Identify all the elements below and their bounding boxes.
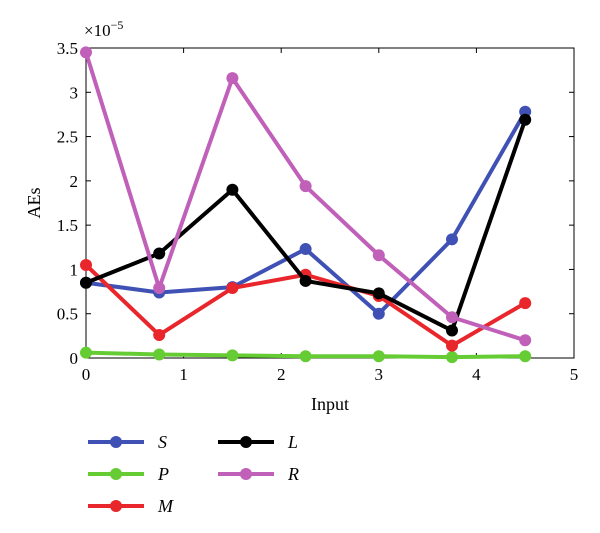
data-point-L <box>226 183 239 196</box>
legend-item-P: P <box>88 464 169 484</box>
data-point-P <box>372 350 385 363</box>
data-point-R <box>80 46 92 59</box>
series-L <box>80 113 532 337</box>
data-point-S <box>372 307 385 320</box>
y-tick-label: 2 <box>70 172 79 191</box>
legend-label: R <box>287 464 299 484</box>
y-tick-label: 0.5 <box>57 305 78 324</box>
data-point-M <box>80 259 92 271</box>
data-point-R <box>519 334 532 347</box>
legend-label: P <box>157 464 169 484</box>
data-point-M <box>226 282 239 295</box>
legend-label: M <box>157 496 174 516</box>
data-point-L <box>519 113 532 126</box>
data-point-R <box>299 180 312 193</box>
data-point-M <box>446 339 458 352</box>
x-tick-label: 0 <box>82 365 91 384</box>
data-point-R <box>226 72 239 85</box>
legend-label: S <box>158 432 167 452</box>
legend-swatch-marker <box>240 468 252 480</box>
legend: SPM LR <box>88 432 299 516</box>
legend-item-M: M <box>88 496 174 516</box>
y-axis-title: AEs <box>24 188 44 219</box>
y-tick-label: 0 <box>70 349 79 368</box>
series-P <box>80 346 532 364</box>
data-point-L <box>446 324 458 337</box>
data-point-L <box>153 247 166 260</box>
legend-item-L: L <box>218 432 298 452</box>
y-tick-label: 2.5 <box>57 128 78 147</box>
x-tick-label: 5 <box>570 365 579 384</box>
data-point-M <box>153 328 166 341</box>
x-tick-label: 4 <box>472 365 481 384</box>
y-tick-label: 1.5 <box>57 216 78 235</box>
data-point-R <box>372 249 385 262</box>
legend-swatch-marker <box>110 468 122 480</box>
y-tick-label: 3 <box>70 83 79 102</box>
data-point-P <box>80 346 92 359</box>
y-axis: 0 0.5 1 1.5 2 2.5 3 3.5 <box>57 39 574 368</box>
x-tick-label: 2 <box>277 365 286 384</box>
data-point-P <box>446 351 458 364</box>
data-point-S <box>446 233 458 246</box>
data-point-P <box>153 348 166 361</box>
y-tick-label: 1 <box>70 260 79 279</box>
series-layer <box>80 46 532 364</box>
x-axis-title: Input <box>311 394 349 414</box>
data-point-L <box>80 276 92 289</box>
plot-area <box>85 47 575 359</box>
data-point-R <box>153 282 166 295</box>
data-point-P <box>226 349 239 362</box>
legend-swatch-marker <box>110 500 122 512</box>
y-tick-label: 3.5 <box>57 39 78 58</box>
legend-swatch-marker <box>110 436 122 448</box>
x-tick-label: 3 <box>375 365 384 384</box>
y-axis-multiplier-exponent: −5 <box>111 18 124 32</box>
data-point-R <box>446 311 458 324</box>
data-point-S <box>299 243 312 256</box>
legend-label: L <box>287 432 298 452</box>
data-point-P <box>519 350 532 363</box>
data-point-P <box>299 350 312 363</box>
x-tick-label: 1 <box>179 365 188 384</box>
series-R <box>80 46 532 347</box>
y-axis-multiplier: ×10−5 <box>84 18 123 40</box>
legend-item-R: R <box>218 464 299 484</box>
data-point-L <box>372 287 385 300</box>
data-point-M <box>519 297 532 310</box>
legend-item-S: S <box>88 432 167 452</box>
data-point-L <box>299 274 312 287</box>
legend-swatch-marker <box>240 436 252 448</box>
